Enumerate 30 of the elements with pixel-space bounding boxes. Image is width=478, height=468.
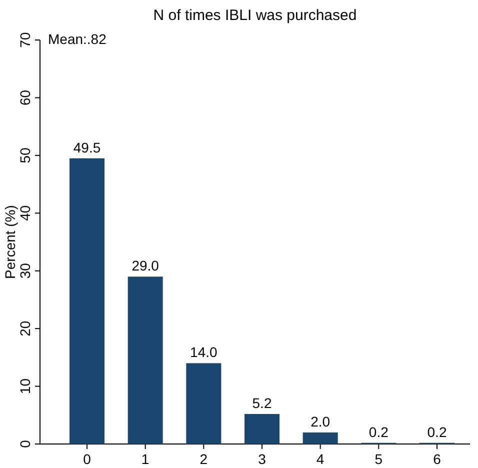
bar — [186, 363, 222, 444]
data-label: 0.2 — [368, 424, 389, 440]
bar — [70, 158, 104, 444]
y-tick-label: 70 — [17, 32, 33, 48]
data-label: 2.0 — [310, 413, 330, 430]
y-tick-label: 30 — [17, 262, 33, 279]
x-tick-label: 4 — [316, 451, 324, 467]
data-label: 49.5 — [73, 139, 101, 156]
data-label: 29.0 — [132, 258, 160, 274]
chart-title: N of times IBLI was purchased — [153, 7, 357, 24]
bar — [302, 432, 338, 444]
x-tick-label: 2 — [200, 451, 208, 467]
data-label: 14.0 — [190, 344, 218, 360]
y-tick-label: 20 — [17, 320, 33, 336]
y-tick-label: 50 — [17, 147, 33, 164]
x-tick-label: 5 — [374, 451, 383, 467]
bar — [244, 414, 280, 444]
bar — [128, 276, 163, 444]
y-tick-label: 0 — [17, 440, 33, 448]
y-tick-label: 60 — [17, 90, 33, 106]
x-tick-label: 1 — [141, 451, 150, 467]
y-tick-label: 10 — [17, 378, 33, 394]
x-tick-label: 6 — [433, 451, 442, 467]
x-tick-label: 0 — [83, 451, 92, 467]
y-tick-label: 40 — [17, 205, 33, 221]
y-axis-title: Percent (%) — [2, 205, 18, 279]
data-label: 5.2 — [252, 394, 272, 411]
data-label: 0.2 — [427, 424, 447, 440]
x-tick-label: 3 — [258, 451, 266, 467]
annotation: Mean:.82 — [48, 31, 107, 47]
